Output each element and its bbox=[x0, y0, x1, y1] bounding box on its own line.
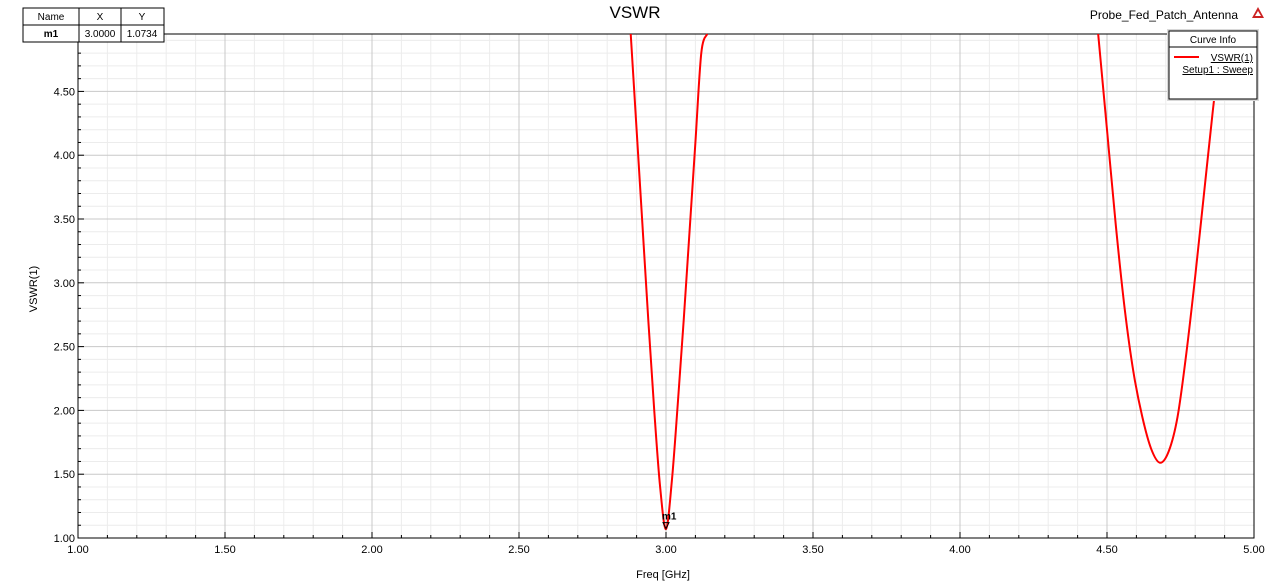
x-axis-ticks: 1.00 1.50 2.00 2.50 3.00 3.50 4.00 4.50 5.00 bbox=[67, 532, 1265, 556]
y-tick-label: 3.00 bbox=[54, 278, 75, 290]
legend-entry: VSWR(1) bbox=[1211, 53, 1253, 64]
series-layer bbox=[629, 33, 1223, 531]
x-axis-label: Freq [GHz] bbox=[636, 569, 690, 581]
legend-sub-entry: Setup1 : Sweep bbox=[1182, 65, 1253, 76]
legend-title: Curve Info bbox=[1190, 35, 1237, 46]
table-header-y: Y bbox=[139, 12, 146, 23]
y-tick-label: 1.50 bbox=[54, 469, 75, 481]
x-tick-label: 1.50 bbox=[214, 544, 235, 556]
y-tick-label: 3.50 bbox=[54, 214, 75, 226]
x-tick-label: 4.00 bbox=[949, 544, 970, 556]
series-line-2 bbox=[1097, 33, 1223, 464]
x-tick-label: 3.50 bbox=[802, 544, 823, 556]
chart-title: VSWR bbox=[610, 3, 661, 22]
table-cell-name: m1 bbox=[44, 29, 59, 40]
x-tick-label: 2.50 bbox=[508, 544, 529, 556]
y-tick-label: 2.50 bbox=[54, 342, 75, 354]
y-tick-label: 4.00 bbox=[54, 150, 75, 162]
y-axis-ticks: 1.00 1.50 2.00 2.50 3.00 3.50 4.00 4.50 bbox=[54, 39, 84, 545]
x-tick-label: 4.50 bbox=[1096, 544, 1117, 556]
table-cell-y: 1.0734 bbox=[127, 29, 158, 40]
ansys-logo-icon bbox=[1252, 7, 1264, 18]
x-tick-label: 1.00 bbox=[67, 544, 88, 556]
marker-table[interactable]: Name X Y m1 3.0000 1.0734 bbox=[22, 7, 165, 43]
x-tick-label: 5.00 bbox=[1243, 544, 1264, 556]
table-cell-x: 3.0000 bbox=[85, 29, 116, 40]
y-tick-label: 2.00 bbox=[54, 405, 75, 417]
table-header-name: Name bbox=[38, 12, 65, 23]
series-line-1 bbox=[629, 33, 709, 531]
marker-triangle-icon bbox=[662, 522, 670, 530]
table-header-x: X bbox=[97, 12, 104, 23]
y-axis-label: VSWR(1) bbox=[28, 266, 40, 312]
curve-info-legend[interactable]: Curve Info VSWR(1) Setup1 : Sweep bbox=[1167, 29, 1259, 101]
design-name: Probe_Fed_Patch_Antenna bbox=[1090, 8, 1238, 22]
marker-m1[interactable]: m1 bbox=[662, 512, 677, 530]
x-tick-label: 2.00 bbox=[361, 544, 382, 556]
x-tick-label: 3.00 bbox=[655, 544, 676, 556]
y-tick-label: 4.50 bbox=[54, 86, 75, 98]
marker-label: m1 bbox=[662, 512, 677, 523]
y-tick-label: 1.00 bbox=[54, 533, 75, 545]
